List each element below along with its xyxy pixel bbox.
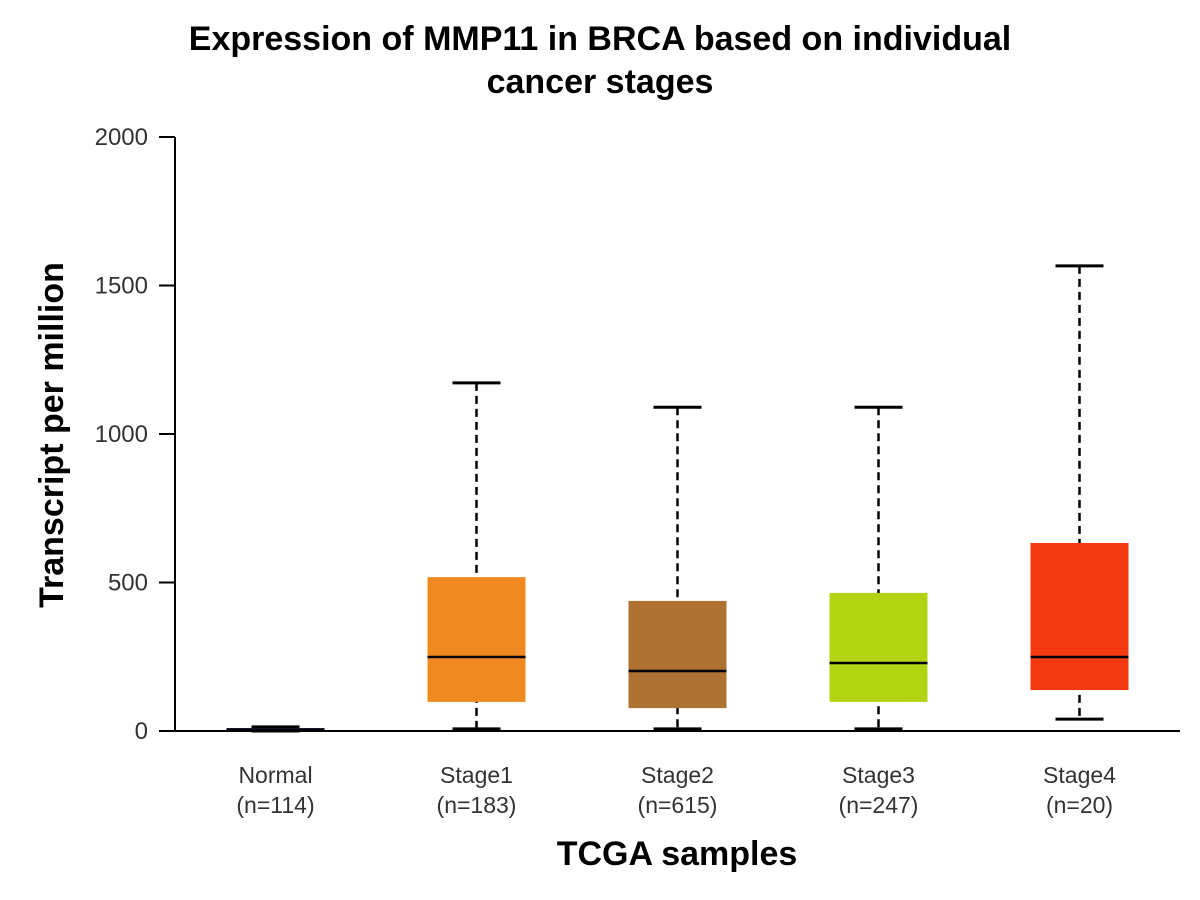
iqr-box [628, 600, 727, 709]
y-axis: 0 500 1000 1500 2000 [95, 124, 176, 745]
boxes [226, 264, 1129, 733]
x-tick-sample-count: (n=183) [437, 792, 517, 818]
box-stage4 [1030, 264, 1129, 721]
x-tick-label: Stage1 [440, 762, 513, 788]
y-tick-label: 0 [135, 718, 148, 745]
x-tick-sample-count: (n=20) [1046, 792, 1113, 818]
x-tick-label: Stage3 [842, 762, 915, 788]
y-tick-label: 1500 [95, 273, 148, 300]
x-tick-sample-count: (n=247) [839, 792, 919, 818]
y-tick-label: 2000 [95, 124, 148, 151]
chart-title-line-2: cancer stages [487, 63, 714, 101]
x-axis: Normal (n=114) Stage1 (n=183) Stage2 (n=615) S… [175, 730, 1180, 818]
y-tick-label: 1000 [95, 421, 148, 448]
x-tick-sample-count: (n=114) [236, 792, 314, 818]
x-tick-sample-count: (n=615) [638, 792, 718, 818]
x-tick-label: Normal [238, 762, 312, 788]
chart-title-line-1: Expression of MMP11 in BRCA based on ind… [189, 20, 1011, 58]
box-stage1 [427, 381, 526, 731]
iqr-box [427, 577, 526, 702]
box-stage3 [829, 405, 928, 731]
y-axis-label: Transcript per million [33, 262, 71, 608]
y-tick-label: 500 [108, 570, 148, 597]
x-axis-label: TCGA samples [557, 835, 798, 873]
box-stage2 [628, 405, 727, 731]
iqr-box [1030, 542, 1129, 691]
x-tick-label: Stage4 [1043, 762, 1116, 788]
x-tick-label: Stage2 [641, 762, 714, 788]
iqr-box [829, 592, 928, 702]
